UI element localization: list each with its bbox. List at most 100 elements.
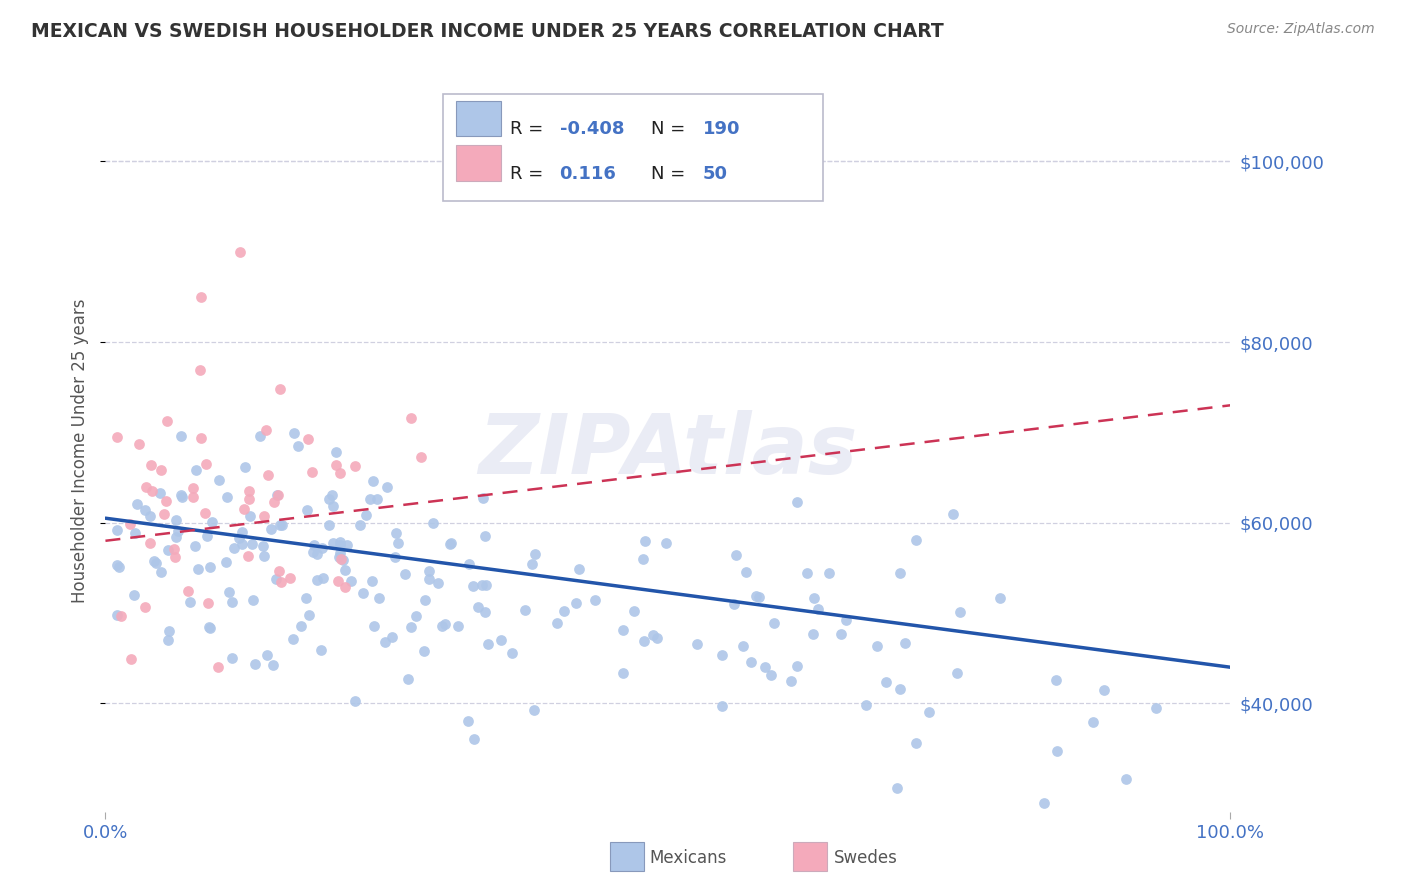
Point [801,627,824,641]
Text: 50: 50 [703,165,728,183]
Point [283,426,305,441]
Point [520,558,543,572]
Text: ZIPAtlas: ZIPAtlas [478,410,858,491]
Point [242,593,264,607]
Point [322,499,344,513]
Point [157,542,180,557]
Point [875,675,897,690]
Point [474,605,496,619]
Point [145,556,167,570]
Point [830,627,852,641]
Point [524,547,547,561]
Point [731,640,754,654]
Point [1144,701,1167,715]
Point [318,517,340,532]
Point [433,616,456,631]
Point [200,515,222,529]
Point [325,444,347,458]
Point [269,382,291,396]
Point [290,619,312,633]
Point [105,558,128,572]
Point [711,698,734,713]
Point [786,658,808,673]
Point [233,460,256,475]
Point [803,591,825,605]
Point [339,574,361,589]
Point [269,564,291,578]
Point [321,488,343,502]
Point [184,463,207,477]
Point [325,458,347,473]
Point [387,536,409,550]
Point [208,473,231,487]
Point [744,589,766,603]
Point [229,244,252,259]
Point [260,522,283,536]
Point [501,646,523,660]
Point [149,462,172,476]
Point [134,503,156,517]
Point [232,502,254,516]
Point [256,648,278,663]
Point [283,632,305,646]
Point [269,518,291,533]
Point [523,703,546,717]
Point [238,549,260,563]
Point [165,530,187,544]
Point [725,548,748,562]
Point [118,517,141,532]
Text: N =: N = [651,165,690,183]
Point [568,561,591,575]
Point [181,481,204,495]
Point [368,591,391,606]
Point [215,555,238,569]
Point [141,458,163,472]
Point [904,736,927,750]
Point [685,637,707,651]
Point [228,531,250,545]
Point [359,491,381,506]
Point [949,605,972,619]
Point [311,541,333,555]
Point [463,731,485,746]
Point [740,655,762,669]
Point [155,494,177,508]
Point [412,644,434,658]
Point [157,624,180,638]
Point [612,666,634,681]
Point [375,480,398,494]
Point [405,608,427,623]
Point [309,643,332,657]
Point [336,538,359,552]
Point [779,673,801,688]
Point [491,632,513,647]
Point [942,507,965,521]
Point [894,636,917,650]
Point [418,572,440,586]
Point [266,572,288,586]
Point [187,562,209,576]
Point [565,596,588,610]
Point [988,591,1011,606]
Point [301,465,323,479]
Point [418,564,440,578]
Point [218,584,240,599]
Point [759,668,782,682]
Point [305,547,328,561]
Point [120,652,142,666]
Point [105,608,128,623]
Point [156,413,179,427]
Point [349,518,371,533]
Point [105,430,128,444]
Point [266,488,288,502]
Point [297,607,319,622]
Point [427,576,450,591]
Point [918,705,941,719]
Point [641,628,664,642]
Point [108,560,131,574]
Point [735,565,758,579]
Point [384,549,406,564]
Point [546,616,568,631]
Text: 190: 190 [703,120,741,138]
Point [270,574,292,589]
